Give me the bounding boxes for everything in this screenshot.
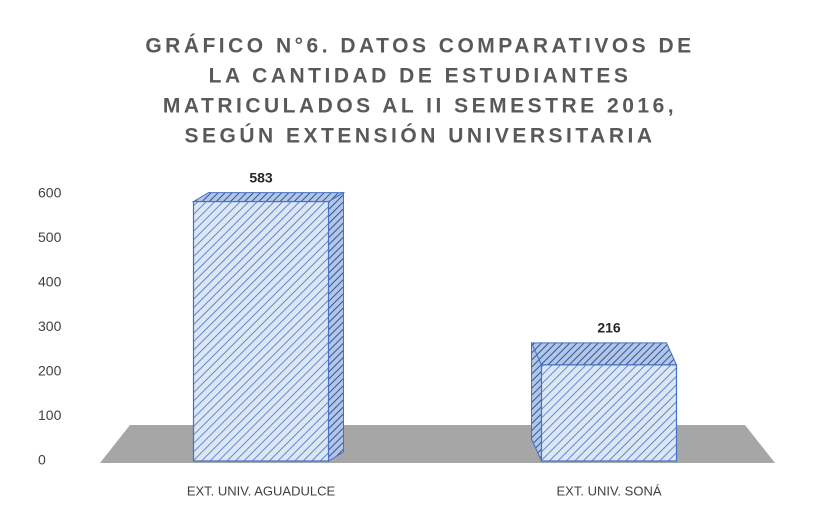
chart-title: GRÁFICO N°6. DATOS COMPARATIVOS DE [145,35,694,58]
value-label: 583 [249,169,273,185]
x-tick-label: EXT. UNIV. AGUADULCE [187,483,336,498]
chart-title: LA CANTIDAD DE ESTUDIANTES [209,65,632,88]
x-tick-label: EXT. UNIV. SONÁ [557,483,662,498]
y-tick-label: 200 [38,363,62,379]
y-tick-label: 300 [38,318,62,334]
chart-title: MATRICULADOS AL II SEMESTRE 2016, [163,95,677,118]
bar-top [191,192,346,203]
bar-top [530,342,678,366]
chart-title: SEGÚN EXTENSIÓN UNIVERSITARIA [185,124,656,148]
y-tick-label: 600 [38,185,62,201]
y-tick-label: 0 [38,452,46,468]
y-tick-label: 100 [38,407,62,423]
bar [540,364,678,462]
y-tick-label: 400 [38,274,62,290]
bar-side [328,191,344,462]
bar [192,200,330,462]
value-label: 216 [597,320,621,336]
y-tick-label: 500 [38,229,62,245]
